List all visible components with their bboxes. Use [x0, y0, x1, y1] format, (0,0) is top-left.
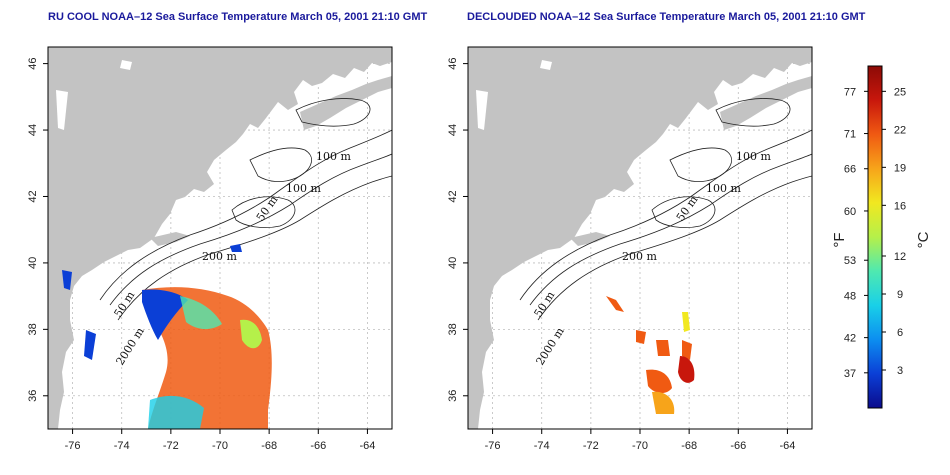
fahrenheit-tick-label: 60 [844, 206, 856, 218]
right-x-tick-label: -64 [779, 440, 795, 452]
right-x-tick-label: -68 [681, 440, 697, 452]
fahrenheit-tick-label: 71 [844, 129, 856, 141]
right-map-title: DECLOUDED NOAA–12 Sea Surface Temperatur… [467, 11, 866, 23]
left-x-tick-label: -64 [359, 440, 375, 452]
celsius-tick-label: 3 [897, 365, 903, 377]
celsius-tick-label: 6 [897, 327, 903, 339]
celsius-tick-label: 12 [894, 251, 906, 263]
fahrenheit-tick-label: 53 [844, 255, 856, 267]
left-bathymetry [99, 98, 392, 321]
right-y-tick-label: 36 [447, 390, 459, 402]
right-bathymetry [519, 98, 812, 321]
left-lake [56, 90, 68, 130]
right-land [468, 47, 812, 429]
colorbar-scale [867, 65, 883, 409]
celsius-tick-label: 16 [894, 200, 906, 212]
left-land [48, 47, 392, 429]
celsius-tick-label: 22 [894, 124, 906, 136]
right-axis-ticks: -76 -74 -72 -70 -68 -66 -64 36 38 40 42 44 46 [447, 57, 795, 452]
fahrenheit-tick-label: 42 [844, 333, 856, 345]
left-x-tick-label: -74 [114, 440, 130, 452]
right-contour-100a: 100 m [736, 150, 771, 163]
left-y-tick-label: 42 [27, 190, 39, 202]
fahrenheit-tick-label: 66 [844, 164, 856, 176]
left-contour-100a: 100 m [316, 150, 351, 163]
right-y-tick-label: 44 [447, 124, 459, 136]
celsius-tick-label: 9 [897, 289, 903, 301]
left-x-tick-label: -70 [212, 440, 228, 452]
right-x-tick-label: -76 [485, 440, 501, 452]
left-map-title: RU COOL NOAA–12 Sea Surface Temperature … [48, 11, 428, 23]
right-contour-100b: 100 m [706, 182, 741, 195]
left-y-tick-label: 40 [27, 257, 39, 269]
left-contour-100b: 100 m [286, 182, 321, 195]
left-lake-2 [120, 60, 132, 70]
fahrenheit-tick-label: 37 [844, 368, 856, 380]
left-x-tick-label: -72 [163, 440, 179, 452]
right-y-tick-label: 38 [447, 323, 459, 335]
right-lake [476, 90, 488, 130]
left-sst-map: 100 m 100 m 50 m 200 m 50 m 2000 m -76 -7… [27, 46, 393, 452]
left-y-tick-label: 36 [27, 390, 39, 402]
right-y-tick-label: 40 [447, 257, 459, 269]
fahrenheit-unit-label: °F [831, 232, 848, 247]
left-y-tick-label: 44 [27, 124, 39, 136]
celsius-tick-label: 19 [894, 162, 906, 174]
right-lake-2 [540, 60, 552, 70]
right-nova-scotia [720, 76, 812, 130]
right-long-island [570, 232, 610, 246]
right-x-tick-label: -74 [534, 440, 550, 452]
left-x-tick-label: -76 [65, 440, 81, 452]
left-contour-200: 200 m [202, 250, 237, 263]
right-y-tick-label: 46 [447, 57, 459, 69]
right-sst-map: 100 m 100 m 50 m 200 m 50 m 2000 m -76 -7… [447, 46, 813, 452]
colorbar-ticks: 25 22 19 16 12 9 6 3 77 71 66 60 53 48 42 37 [844, 86, 906, 379]
right-x-tick-label: -70 [632, 440, 648, 452]
right-x-tick-label: -66 [730, 440, 746, 452]
right-sst-data [606, 296, 695, 414]
temperature-colorbar: °F °C 25 22 19 16 12 9 6 3 77 71 66 60 53 48 42 37 [831, 65, 932, 409]
left-y-tick-label: 38 [27, 323, 39, 335]
fahrenheit-tick-label: 77 [844, 86, 856, 98]
left-sst-data [62, 244, 272, 429]
celsius-tick-label: 25 [894, 86, 906, 98]
right-y-tick-label: 42 [447, 190, 459, 202]
left-x-tick-label: -66 [310, 440, 326, 452]
left-nova-scotia [300, 76, 392, 130]
celsius-unit-label: °C [915, 231, 932, 248]
right-x-tick-label: -72 [583, 440, 599, 452]
left-x-tick-label: -68 [261, 440, 277, 452]
left-long-island [150, 232, 190, 246]
right-contour-200: 200 m [622, 250, 657, 263]
left-axis-ticks: -76 -74 -72 -70 -68 -66 -64 36 38 40 42 44 46 [27, 57, 375, 452]
left-y-tick-label: 46 [27, 57, 39, 69]
fahrenheit-tick-label: 48 [844, 290, 856, 302]
